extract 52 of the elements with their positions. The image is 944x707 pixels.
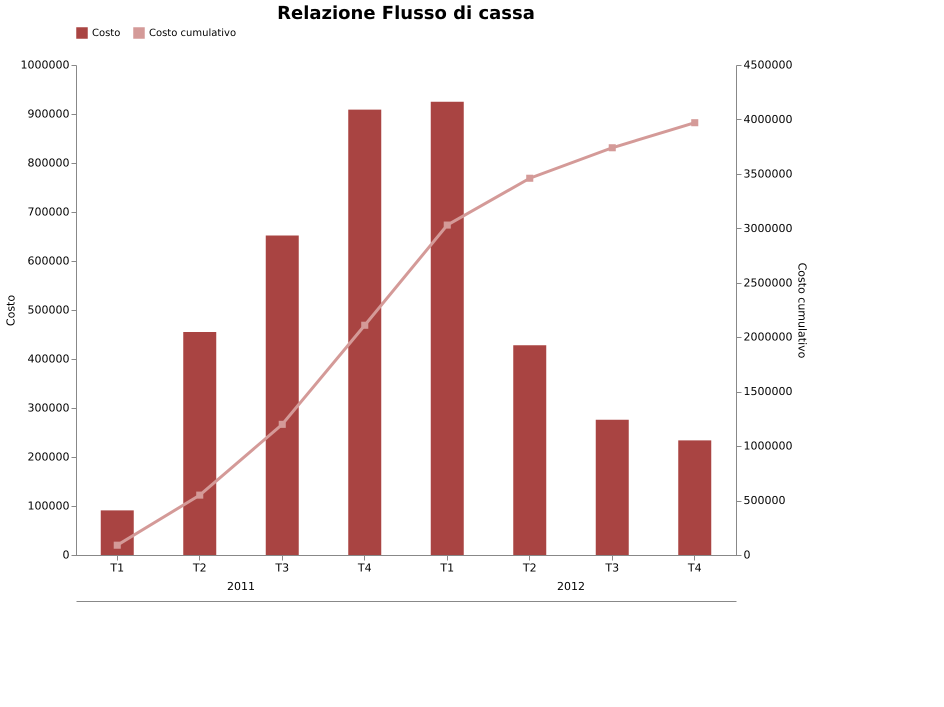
point [196, 492, 204, 499]
y2-tick-label: 3000000 [744, 222, 792, 235]
x-tick-label: T2 [522, 562, 537, 574]
bar [430, 102, 464, 555]
y2-axis-title: Costo cumulativo [795, 262, 808, 359]
point [278, 420, 286, 428]
x-tick-label: T4 [356, 562, 372, 574]
y2-tick-label: 0 [744, 548, 750, 562]
point [608, 144, 616, 152]
y-tick-label: 200000 [28, 450, 70, 464]
x-tick-label: T1 [109, 562, 124, 574]
point [526, 174, 534, 182]
bar [266, 236, 299, 555]
x-tick-label: T2 [192, 562, 207, 574]
bar [100, 510, 134, 555]
x-tick-label: T4 [686, 562, 702, 574]
bar [183, 332, 216, 555]
chart-title: Relazione Flusso di cassa [277, 3, 535, 24]
y2-tick-label: 2000000 [744, 330, 792, 344]
bar [348, 110, 382, 555]
point [361, 322, 368, 329]
y-tick-label: 0 [62, 548, 70, 562]
bar [596, 420, 629, 555]
point [114, 542, 121, 549]
y-tick-label: 800000 [28, 156, 70, 170]
point [444, 222, 451, 229]
y-axis-title: Costo [4, 294, 18, 326]
y2-tick-label: 1000000 [744, 440, 792, 453]
bar [678, 440, 712, 555]
point [691, 119, 698, 126]
x-tick-label: T3 [274, 562, 290, 574]
y-tick-label: 400000 [28, 352, 70, 366]
x-tick-label: T3 [604, 562, 620, 574]
y-tick-label: 700000 [28, 206, 70, 218]
text: 2011 [227, 580, 255, 593]
bar [513, 345, 546, 555]
y2-tick-label: 500000 [744, 494, 786, 508]
text: 2012 [557, 580, 585, 593]
y-tick-label: 300000 [28, 402, 70, 414]
y2-tick-label: 2500000 [744, 276, 792, 290]
legend-label: Costo [92, 28, 120, 39]
y-tick-label: 100000 [28, 500, 70, 512]
y-tick-label: 600000 [28, 254, 70, 268]
y-tick-label: 500000 [28, 304, 70, 316]
y2-tick-label: 1500000 [744, 385, 792, 398]
y2-tick-label: 3500000 [744, 167, 792, 180]
y-tick-label: 1000000 [20, 58, 70, 72]
x-tick-label: T1 [439, 562, 454, 574]
y2-tick-label: 4000000 [744, 112, 792, 126]
y2-tick-label: 4500000 [744, 58, 792, 72]
legend-label: Costo cumulativo [149, 28, 236, 39]
y-tick-label: 900000 [28, 108, 70, 120]
